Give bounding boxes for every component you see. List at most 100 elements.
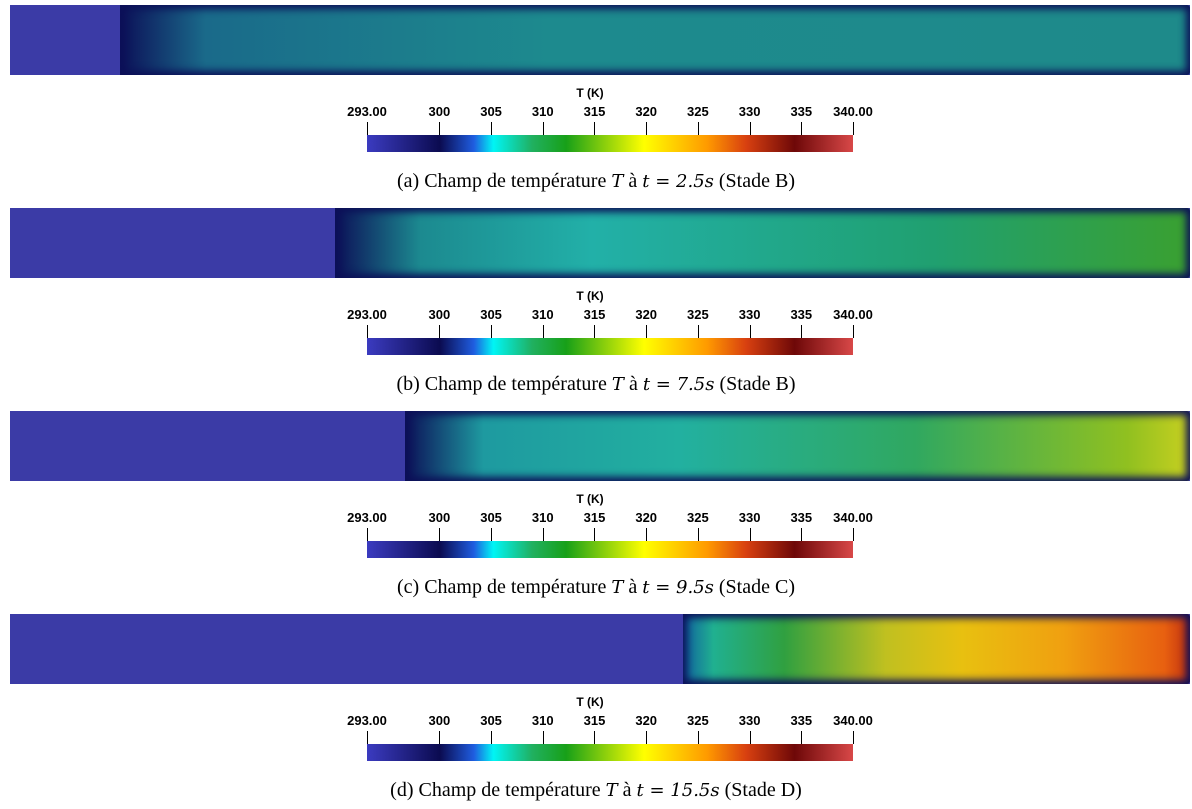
colorbar-tick: [439, 731, 440, 744]
colorbar-tick-label: 315: [583, 307, 606, 322]
panel: T (K) 293.00 300 305 310 315 320 325 330 335 340.0…: [0, 406, 1192, 606]
heated-region: [683, 614, 1190, 684]
panel: T (K) 293.00 300 305 310 315 320 325 330 335 340.0…: [0, 0, 1192, 200]
caption-text: à: [628, 576, 638, 598]
colorbar-tick-label: 325: [687, 713, 709, 728]
caption-stage: (Stade B): [719, 373, 796, 395]
colorbar-tick-label: 330: [738, 713, 761, 728]
colorbar-tick-label: 310: [531, 104, 554, 119]
colorbar-tick: [698, 122, 699, 135]
caption-equation: t = 2.5s: [642, 171, 714, 192]
colorbar-tick-label: 305: [480, 104, 502, 119]
colorbar: [367, 541, 853, 558]
colorbar-tick: [853, 528, 854, 541]
colorbar-tick-label: 293.00: [347, 307, 387, 322]
colorbar-tick: [594, 122, 595, 135]
panel: T (K) 293.00 300 305 310 315 320 325 330 335 340.0…: [0, 609, 1192, 809]
colorbar-tick: [543, 325, 544, 338]
colorbar-title: T (K): [576, 86, 604, 100]
colorbar-tick: [367, 325, 368, 338]
temperature-field: [10, 614, 1190, 684]
colorbar-tick: [801, 528, 802, 541]
colorbar-tick: [646, 325, 647, 338]
colorbar-tick-label: 325: [687, 510, 709, 525]
colorbar-tick: [853, 731, 854, 744]
caption-text: (a) Champ de température: [397, 170, 607, 192]
colorbar-tick-label: 320: [635, 307, 658, 322]
colorbar-tick-label: 335: [790, 104, 813, 119]
caption: (c) Champ de température T à t = 9.5s (S…: [0, 576, 1192, 599]
colorbar-tick-label: 293.00: [347, 713, 387, 728]
colorbar-tick: [801, 731, 802, 744]
colorbar-tick: [543, 731, 544, 744]
colorbar-tick-label: 300: [428, 510, 451, 525]
colorbar-tick-label: 320: [635, 713, 658, 728]
temperature-field: [10, 411, 1190, 481]
colorbar-tick: [646, 528, 647, 541]
colorbar-tick: [698, 731, 699, 744]
caption-text: (d) Champ de température: [390, 779, 601, 801]
colorbar-tick: [367, 731, 368, 744]
colorbar-tick-label: 325: [687, 104, 709, 119]
colorbar-tick: [594, 731, 595, 744]
caption-equation: t = 9.5s: [642, 577, 714, 598]
colorbar-tick-label: 315: [583, 510, 606, 525]
colorbar: [367, 135, 853, 152]
colorbar-tick: [853, 325, 854, 338]
caption-variable: T: [605, 780, 618, 801]
caption-variable: T: [611, 577, 624, 598]
colorbar-tick-label: 300: [428, 713, 451, 728]
colorbar-tick-label: 320: [635, 510, 658, 525]
colorbar-tick: [491, 731, 492, 744]
colorbar-tick: [698, 528, 699, 541]
colorbar-tick-label: 300: [428, 307, 451, 322]
colorbar-tick: [750, 731, 751, 744]
colorbar-tick-label: 335: [790, 713, 813, 728]
colorbar-tick-label: 300: [428, 104, 451, 119]
caption-text: (b) Champ de température: [396, 373, 607, 395]
temperature-field: [10, 5, 1190, 75]
colorbar-tick-label: 305: [480, 510, 502, 525]
colorbar-tick: [439, 528, 440, 541]
temperature-field: [10, 208, 1190, 278]
caption-text: à: [628, 170, 638, 192]
caption-text: (c) Champ de température: [397, 576, 607, 598]
colorbar-tick-label: 325: [687, 307, 709, 322]
colorbar-tick-label: 335: [790, 307, 813, 322]
colorbar-tick-label: 315: [583, 104, 606, 119]
colorbar-title: T (K): [576, 695, 604, 709]
colorbar-tick-label: 340.00: [833, 713, 873, 728]
colorbar-tick-label: 340.00: [833, 307, 873, 322]
caption-equation: t = 7.5s: [642, 374, 715, 395]
colorbar-tick: [698, 325, 699, 338]
colorbar-tick: [543, 528, 544, 541]
caption: (d) Champ de température T à t = 15.5s (…: [0, 779, 1192, 802]
colorbar-tick-label: 305: [480, 307, 502, 322]
colorbar-tick-label: 305: [480, 713, 502, 728]
colorbar-tick: [750, 122, 751, 135]
caption-text: à: [622, 779, 632, 801]
colorbar-tick-label: 310: [531, 713, 554, 728]
panel: T (K) 293.00 300 305 310 315 320 325 330 335 340.0…: [0, 203, 1192, 403]
colorbar-tick-label: 330: [738, 510, 761, 525]
colorbar-tick: [594, 325, 595, 338]
colorbar-tick: [646, 731, 647, 744]
colorbar-tick-label: 330: [738, 104, 761, 119]
colorbar-tick-label: 335: [790, 510, 813, 525]
colorbar-tick: [491, 325, 492, 338]
colorbar-tick-label: 310: [531, 307, 554, 322]
colorbar-tick: [367, 122, 368, 135]
colorbar-title: T (K): [576, 492, 604, 506]
colorbar-tick: [853, 122, 854, 135]
caption-equation: t = 15.5s: [636, 780, 720, 801]
colorbar-tick-label: 293.00: [347, 104, 387, 119]
heated-region: [335, 208, 1190, 278]
colorbar-tick-label: 330: [738, 307, 761, 322]
colorbar-tick-label: 315: [583, 713, 606, 728]
colorbar-tick: [646, 122, 647, 135]
colorbar-tick: [367, 528, 368, 541]
heated-region: [120, 5, 1190, 75]
colorbar-tick-label: 340.00: [833, 104, 873, 119]
colorbar-tick: [594, 528, 595, 541]
